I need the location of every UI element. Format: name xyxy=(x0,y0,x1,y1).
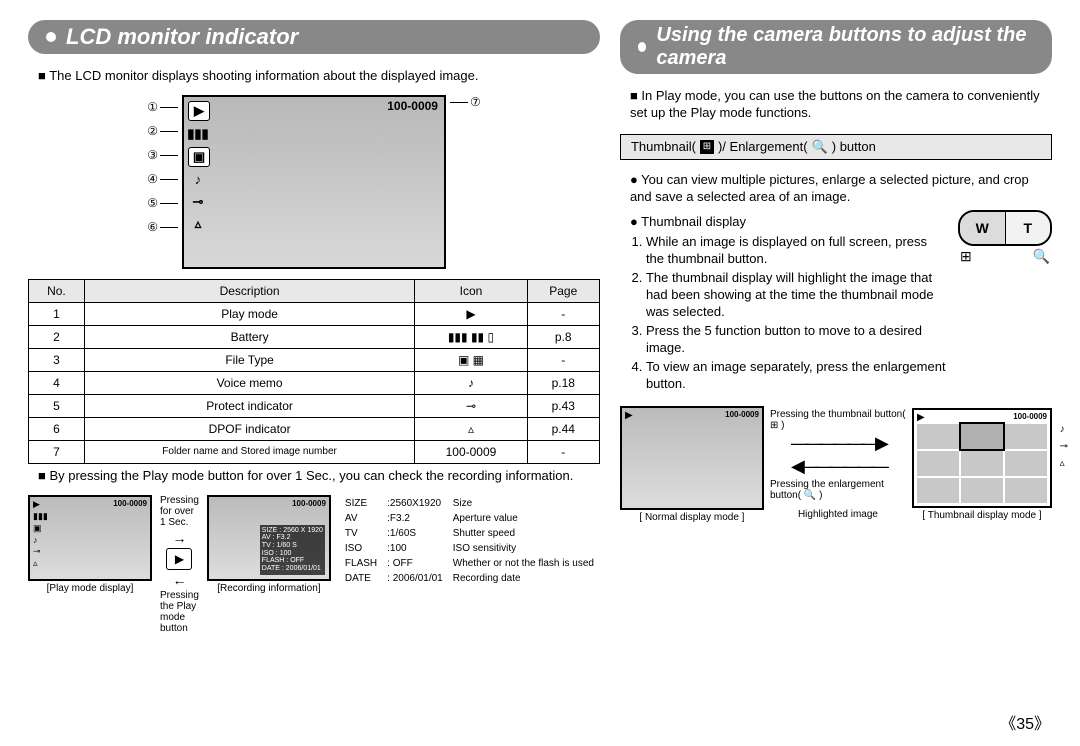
wt-button-diagram: W T ⊞ 🔍 xyxy=(958,210,1052,265)
thumbnail-grid-icon: ⊞ xyxy=(960,248,972,265)
lcd-preview: ① ② ③ ④ ⑤ ⑥ ▶ ▮▮▮ ▣ ♪ ⊸ ▵ 100-0009 ⑦ xyxy=(28,95,600,269)
t-button[interactable]: T xyxy=(1006,212,1051,244)
lcd-left-callouts: ① ② ③ ④ ⑤ ⑥ xyxy=(147,95,178,239)
play-button-icon: ▶ xyxy=(166,548,192,570)
magnifier-icon: 🔍 xyxy=(812,139,828,155)
left-intro: The LCD monitor displays shooting inform… xyxy=(38,68,600,85)
recording-info-thumb: 100-0009 SIZE : 2560 X 1920AV : F3.2TV :… xyxy=(207,495,331,581)
dpof-icon: ▵ xyxy=(188,215,208,233)
thumbnail-display-thumb: 100-0009 ▶ ♪⊸▵ xyxy=(912,408,1052,508)
thumbnail-grid-icon: ⊞ xyxy=(700,140,714,154)
right-para: You can view multiple pictures, enlarge … xyxy=(630,172,1052,206)
left-bottom-row: 100-0009 ▶▮▮▮ ▣♪ ⊸▵ [Play mode display] … xyxy=(28,495,600,634)
lcd-right-callout: ⑦ xyxy=(450,95,481,109)
battery-icon: ▮▮▮ xyxy=(188,125,208,143)
left-note: By pressing the Play mode button for ove… xyxy=(38,468,600,485)
arrow-box: Pressing for over 1 Sec. → ▶ ← Pressing … xyxy=(160,495,199,634)
protect-icon: ⊸ xyxy=(188,193,208,211)
lcd-file-number: 100-0009 xyxy=(387,99,438,113)
play-mode-icon: ▶ xyxy=(188,101,210,121)
right-title: Using the camera buttons to adjust the c… xyxy=(620,20,1052,74)
left-title: LCD monitor indicator xyxy=(28,20,600,54)
lcd-screen: ▶ ▮▮▮ ▣ ♪ ⊸ ▵ 100-0009 xyxy=(182,95,446,269)
display-mode-compare: 100-0009 ▶ [ Normal display mode ] Press… xyxy=(620,406,1052,523)
normal-display-thumb: 100-0009 ▶ xyxy=(620,406,764,510)
thumbnail-display-heading: Thumbnail display xyxy=(630,214,948,231)
page-number: 《35》 xyxy=(1000,710,1050,734)
play-mode-thumb: 100-0009 ▶▮▮▮ ▣♪ ⊸▵ xyxy=(28,495,152,581)
magnifier-icon: 🔍 xyxy=(1033,248,1050,265)
compare-arrows: Pressing the thumbnail button( ⊞ ) ―――――… xyxy=(770,409,906,520)
info-list: SIZE:2560X1920SizeAV:F3.2Aperture valueT… xyxy=(339,495,600,587)
right-intro: In Play mode, you can use the buttons on… xyxy=(630,88,1052,122)
voice-memo-icon: ♪ xyxy=(188,171,208,189)
right-column: Using the camera buttons to adjust the c… xyxy=(620,20,1052,736)
filetype-icon: ▣ xyxy=(188,147,210,167)
w-button[interactable]: W xyxy=(960,212,1006,244)
left-column: LCD monitor indicator The LCD monitor di… xyxy=(28,20,600,736)
thumbnail-enlargement-bar: Thumbnail( ⊞ )/ Enlargement( 🔍 ) button xyxy=(620,134,1052,160)
steps-list: While an image is displayed on full scre… xyxy=(646,234,948,392)
indicator-table: No. Description Icon Page 1Play mode▶-2B… xyxy=(28,279,600,464)
